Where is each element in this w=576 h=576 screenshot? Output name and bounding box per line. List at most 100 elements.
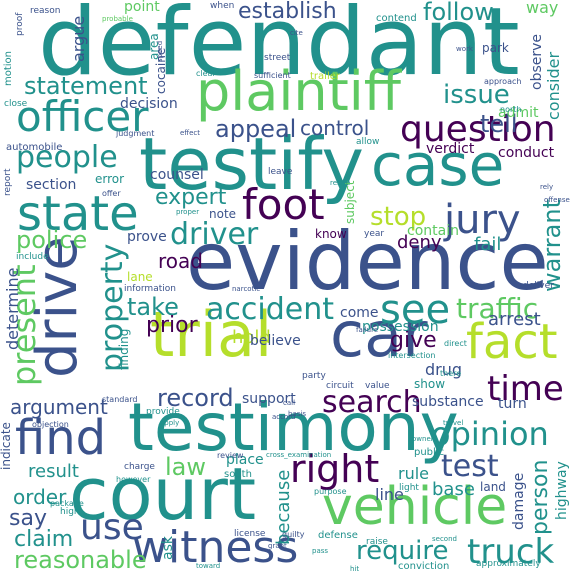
word-fact: fact	[466, 314, 558, 370]
word-appeal: appeal	[215, 115, 297, 143]
word-person: person	[528, 459, 553, 535]
word-south: south	[224, 469, 252, 480]
word-toward: toward	[196, 562, 221, 570]
word-possession: possession	[362, 319, 439, 335]
word-year: year	[364, 229, 385, 239]
word-driver: driver	[170, 217, 259, 252]
word-determine: determine	[3, 267, 22, 350]
word-trailer: trailer	[310, 71, 340, 82]
word-charge: charge	[124, 462, 155, 472]
word-raise: raise	[366, 537, 388, 547]
word-sufficient: sufficient	[254, 71, 291, 80]
word-work: work	[456, 45, 473, 53]
word-take: take	[127, 293, 179, 321]
word-arrest: arrest	[488, 309, 541, 330]
word-require: require	[356, 536, 449, 566]
word-traffic: traffic	[456, 292, 539, 325]
word-court: court	[69, 452, 257, 536]
word-time: time	[487, 369, 564, 409]
word-information: information	[124, 284, 176, 294]
word-defense: defense	[318, 530, 358, 541]
word-provide: provide	[146, 407, 180, 417]
word-testimony: testimony	[128, 389, 459, 466]
word-truck: truck	[467, 532, 555, 572]
word-line: line	[375, 485, 404, 504]
word-public: public	[414, 447, 445, 458]
word-testify: testify	[139, 122, 364, 206]
word-failure: failure	[356, 326, 379, 334]
word-approximately: approximately	[476, 559, 541, 569]
word-control: control	[300, 116, 370, 140]
word-road: road	[158, 249, 203, 273]
word-proof: proof	[15, 12, 25, 36]
word-believe: believe	[250, 333, 301, 349]
word-accident: accident	[206, 292, 334, 327]
word-leave: leave	[268, 167, 293, 177]
word-contain: contain	[407, 223, 459, 239]
word-relate: relate	[330, 179, 351, 187]
word-party: party	[302, 371, 326, 381]
word-deliver: deliver	[523, 281, 554, 291]
word-statement: statement	[24, 72, 148, 100]
word-report: report	[3, 168, 13, 197]
word-case: case	[371, 131, 505, 199]
word-reason: reason	[30, 6, 61, 16]
word-record: record	[157, 384, 234, 412]
word-section: section	[26, 177, 77, 193]
word-land: land	[480, 480, 506, 494]
word-when: when	[210, 1, 235, 11]
word-way: way	[526, 0, 559, 17]
word-purpose: purpose	[314, 487, 347, 496]
word-however: however	[116, 475, 151, 484]
word-hold: hold	[232, 327, 271, 348]
word-turn: turn	[498, 396, 527, 412]
word-show: show	[414, 377, 446, 391]
word-motion: motion	[3, 50, 14, 86]
word-proper: proper	[176, 208, 200, 216]
word-verdict: verdict	[426, 141, 475, 157]
word-high: high	[60, 507, 80, 517]
word-establish: establish	[238, 0, 337, 24]
word-defendant: defendant	[38, 0, 520, 97]
word-basis: basis	[288, 410, 306, 418]
word-probable: probable	[102, 15, 133, 23]
word-cross-examination: cross_examination	[266, 451, 332, 459]
word-follow: follow	[423, 0, 494, 26]
word-place: place	[226, 452, 264, 468]
word-reasonable: reasonable	[14, 546, 147, 574]
word-rule: rule	[398, 464, 430, 483]
word-opinion: opinion	[431, 415, 549, 453]
word-trial: trial	[150, 298, 273, 371]
word-circuit: circuit	[326, 381, 354, 391]
word-light: light	[399, 483, 419, 493]
word-vehicle: vehicle	[322, 477, 508, 537]
word-point: point	[124, 0, 160, 15]
word-plaintiff: plaintiff	[196, 60, 401, 123]
word-find: find	[15, 410, 107, 466]
word-offer: offer	[102, 189, 121, 198]
word-include: include	[16, 252, 49, 262]
word-admit: admit	[498, 105, 539, 121]
word-see: see	[380, 287, 451, 333]
word-park: park	[482, 41, 509, 55]
word-evidence: evidence	[186, 215, 549, 308]
word-subject: subject	[343, 180, 357, 225]
word-license: license	[234, 529, 266, 539]
word-claim: claim	[14, 527, 74, 552]
word-travel: travel	[443, 419, 464, 427]
word-owner: owner	[412, 435, 434, 443]
word-counsel: counsel	[150, 167, 204, 183]
word-law: law	[165, 453, 207, 481]
word-rely: rely	[540, 183, 554, 191]
word-intersection: intersection	[388, 351, 436, 360]
word-question: question	[400, 109, 556, 150]
word-prior: prior	[146, 313, 198, 338]
word-support: support	[242, 391, 296, 407]
word-ask: ask	[160, 536, 176, 560]
word-accord: accord	[272, 413, 296, 421]
word-finding: finding	[117, 328, 131, 370]
word-issue: issue	[443, 80, 510, 110]
word-drug: drug	[425, 360, 463, 379]
word-grant: grant	[268, 542, 287, 550]
